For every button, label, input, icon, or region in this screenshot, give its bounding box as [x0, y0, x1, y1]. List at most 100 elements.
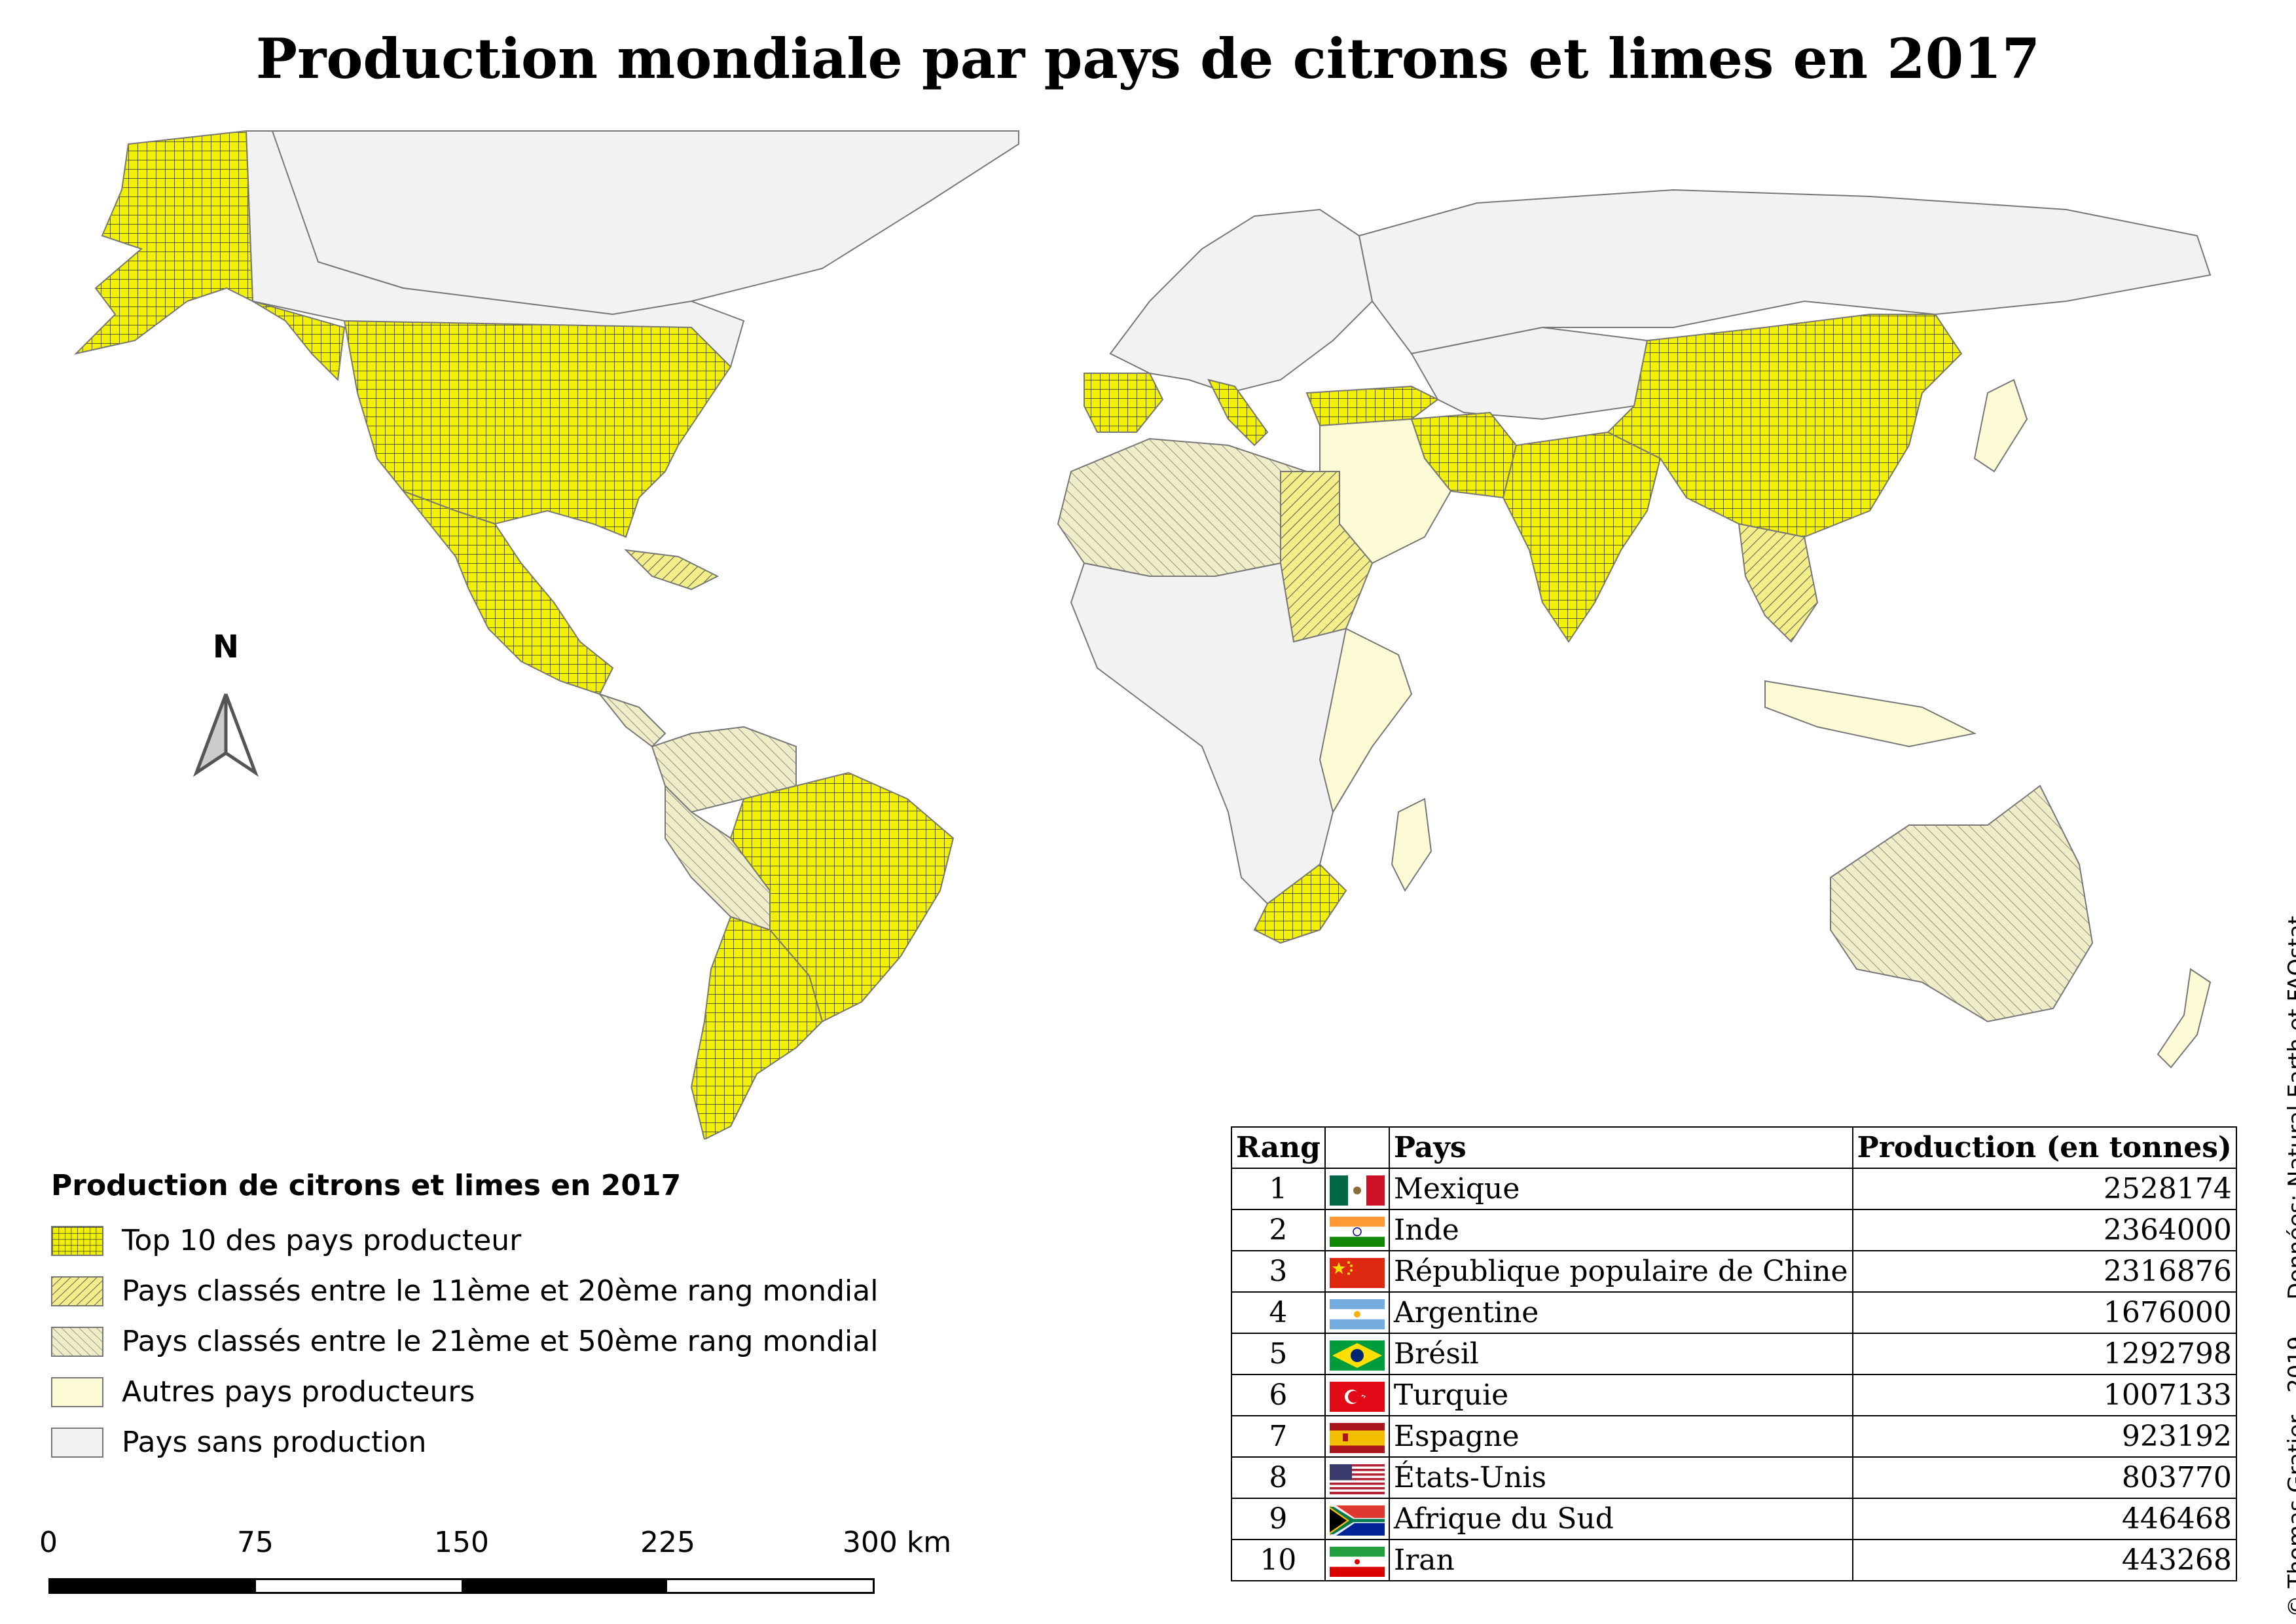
india	[1502, 431, 1662, 643]
china-flag-icon	[1329, 1258, 1385, 1289]
table-row: 2 Inde 2364000	[1231, 1209, 2237, 1251]
cell-country: États-Unis	[1388, 1456, 1853, 1499]
cell-rank: 5	[1231, 1333, 1326, 1375]
turkey-flag-icon	[1329, 1382, 1385, 1412]
india-flag-icon	[1329, 1217, 1385, 1247]
legend-item-top10: Top 10 des pays producteur	[51, 1215, 1033, 1266]
mexico-flag-icon	[1329, 1175, 1385, 1206]
central-america	[598, 692, 666, 748]
cell-flag	[1324, 1250, 1390, 1293]
legend-title: Production de citrons et limes en 2017	[51, 1169, 682, 1202]
cell-flag	[1324, 1374, 1390, 1416]
table-row: 8 États-Unis 803770	[1231, 1456, 2237, 1499]
turkey	[1305, 385, 1439, 427]
cell-production: 446468	[1851, 1498, 2237, 1540]
table-row: 4 Argentine 1676000	[1231, 1291, 2237, 1334]
cell-rank: 4	[1231, 1291, 1326, 1334]
indonesia	[1764, 680, 1977, 748]
cell-flag	[1324, 1415, 1390, 1458]
table-header-row: Rang Pays Production (en tonnes)	[1231, 1126, 2237, 1169]
scale-seg-4	[667, 1580, 873, 1592]
legend-item-rank21-50: Pays classés entre le 21ème et 50ème ran…	[51, 1316, 1033, 1367]
legend-label-other-producers: Autres pays producteurs	[122, 1375, 475, 1409]
legend-item-no-production: Pays sans production	[51, 1417, 1033, 1467]
cell-production: 1676000	[1851, 1291, 2237, 1334]
cell-production: 2528174	[1851, 1168, 2237, 1210]
argentina-flag-icon	[1329, 1299, 1385, 1330]
cell-rank: 10	[1231, 1539, 1326, 1581]
usa	[343, 320, 732, 538]
legend-swatch-hatch-dense	[51, 1276, 103, 1306]
canada-coast	[252, 301, 346, 382]
cell-rank: 3	[1231, 1250, 1326, 1293]
table-row: 5 Brésil 1292798	[1231, 1333, 2237, 1375]
cell-production: 2316876	[1851, 1250, 2237, 1293]
scale-bar-segments	[48, 1578, 875, 1594]
southeast-asia	[1738, 523, 1819, 643]
alaska	[73, 130, 254, 355]
legend-swatch-grid	[51, 1225, 103, 1256]
cell-flag	[1324, 1333, 1390, 1375]
south-africa-flag-icon	[1329, 1505, 1385, 1536]
cell-country: Mexique	[1388, 1168, 1853, 1210]
cell-rank: 1	[1231, 1168, 1326, 1210]
cell-country: Afrique du Sud	[1388, 1498, 1853, 1540]
cell-flag	[1324, 1168, 1390, 1210]
spain-flag-icon	[1329, 1423, 1385, 1454]
europe	[1109, 208, 1374, 394]
ranking-table: Rang Pays Production (en tonnes) 1 Mexiq…	[1231, 1126, 2237, 1581]
table-row: 10 Iran 443268	[1231, 1539, 2237, 1581]
scale-seg-1	[50, 1580, 256, 1592]
scale-seg-3	[462, 1580, 667, 1592]
cell-rank: 2	[1231, 1209, 1326, 1251]
cell-flag	[1324, 1456, 1390, 1499]
cell-production: 1007133	[1851, 1374, 2237, 1416]
legend-swatch-pale	[51, 1376, 103, 1407]
usa-flag-icon	[1329, 1464, 1385, 1495]
cell-rank: 8	[1231, 1456, 1326, 1499]
scale-label-0: 0	[39, 1526, 58, 1559]
header-flag	[1324, 1126, 1390, 1169]
north-arrow-icon	[192, 693, 259, 777]
header-production: Production (en tonnes)	[1851, 1126, 2237, 1169]
north-label: N	[212, 629, 240, 665]
legend-label-rank21-50: Pays classés entre le 21ème et 50ème ran…	[122, 1325, 879, 1358]
brazil	[729, 771, 955, 1023]
table-row: 1 Mexique 2528174	[1231, 1168, 2237, 1210]
scale-label-75: 75	[237, 1526, 274, 1559]
legend: Production de citrons et limes en 2017 T…	[51, 1169, 1033, 1467]
cell-country: Inde	[1388, 1209, 1853, 1251]
cell-country: Iran	[1388, 1539, 1853, 1581]
cell-country: Espagne	[1388, 1415, 1853, 1458]
madagascar	[1391, 798, 1432, 892]
spain	[1084, 373, 1164, 433]
new-zealand	[2157, 968, 2212, 1069]
cell-rank: 9	[1231, 1498, 1326, 1540]
scale-label-225: 225	[640, 1526, 695, 1559]
argentina	[690, 915, 824, 1139]
legend-label-no-production: Pays sans production	[122, 1426, 427, 1459]
legend-label-rank11-20: Pays classés entre le 11ème et 20ème ran…	[122, 1274, 879, 1308]
japan	[1973, 378, 2028, 473]
cell-production: 803770	[1851, 1456, 2237, 1499]
credit-text: © Thomas Gratier - 2019 — Données: Natur…	[2284, 915, 2296, 1617]
table-row: 3 République populaire de Chine 2316876	[1231, 1250, 2237, 1293]
cell-country: Argentine	[1388, 1291, 1853, 1334]
legend-swatch-hatch-light	[51, 1326, 103, 1357]
north-arrow: N	[183, 629, 268, 799]
scale-bar: 0 75 150 225 300 km	[39, 1526, 989, 1604]
header-rank: Rang	[1231, 1126, 1326, 1169]
table-row: 6 Turquie 1007133	[1231, 1374, 2237, 1416]
caribbean	[624, 549, 720, 591]
table-row: 7 Espagne 923192	[1231, 1415, 2237, 1458]
world-map	[73, 130, 2212, 1139]
central-africa	[1070, 562, 1387, 905]
map-title: Production mondiale par pays de citrons …	[255, 26, 2041, 91]
australia	[1830, 784, 2094, 1023]
east-africa	[1319, 627, 1413, 814]
italy	[1207, 378, 1269, 447]
brazil-flag-icon	[1329, 1340, 1385, 1371]
cell-rank: 7	[1231, 1415, 1326, 1458]
central-asia	[1410, 326, 1649, 420]
china	[1607, 314, 1963, 538]
